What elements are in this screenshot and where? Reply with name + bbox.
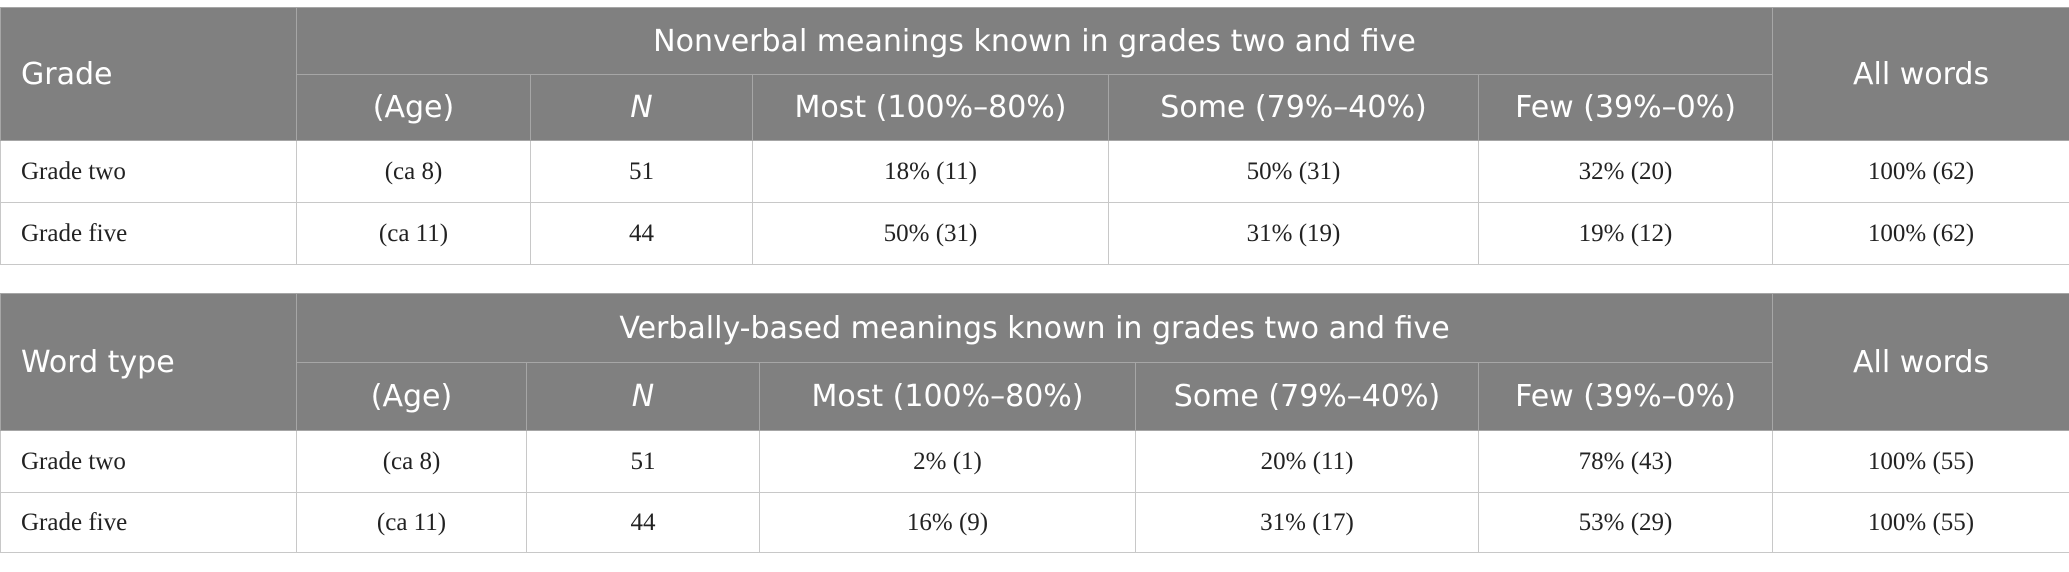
cell: 44 [526, 492, 760, 553]
row-label: Grade two [0, 140, 297, 203]
column-header: Few (39%–0%) [1477, 362, 1774, 431]
group-header: Verbally-based meanings known in grades … [295, 293, 1774, 363]
stub-header: Word type [0, 293, 297, 431]
header-row: Word type Verbally-based meanings known i… [0, 293, 2069, 431]
cell: 51 [530, 140, 753, 203]
cell: 100% (62) [1772, 202, 2069, 265]
header-row: Grade Nonverbal meanings known in grades … [0, 7, 2069, 141]
cell: 44 [530, 202, 753, 265]
total-header: All words [1772, 293, 2069, 431]
column-header: N [530, 74, 753, 141]
column-header: Some (79%–40%) [1108, 74, 1479, 141]
data-row: Grade five (ca 11) 44 16% (9) 31% (17) 53% (2… [0, 492, 2069, 553]
cell: 53% (29) [1477, 492, 1774, 553]
cell: 100% (62) [1772, 140, 2069, 203]
cell: 18% (11) [752, 140, 1109, 203]
column-header: Most (100%–80%) [759, 362, 1136, 431]
column-header: Few (39%–0%) [1477, 74, 1774, 141]
cell: 16% (9) [759, 492, 1136, 553]
cell: 50% (31) [1108, 140, 1479, 203]
data-table: Grade Nonverbal meanings known in grades … [0, 7, 2069, 265]
data-row: Grade two (ca 8) 51 2% (1) 20% (11) 78% (43) 1… [0, 430, 2069, 493]
row-label: Grade two [0, 430, 297, 493]
cell: 32% (20) [1477, 140, 1774, 203]
cell: 50% (31) [752, 202, 1109, 265]
cell: 78% (43) [1477, 430, 1774, 493]
data-row: Grade five (ca 11) 44 50% (31) 31% (19) 19% (… [0, 202, 2069, 265]
cell: (ca 8) [296, 140, 531, 203]
row-label: Grade five [0, 492, 297, 553]
group-header: Nonverbal meanings known in grades two a… [295, 7, 1774, 75]
cell: 51 [526, 430, 760, 493]
cell: 20% (11) [1135, 430, 1479, 493]
cell: 31% (19) [1108, 202, 1479, 265]
data-row: Grade two (ca 8) 51 18% (11) 50% (31) 32% (20… [0, 140, 2069, 203]
cell: 2% (1) [759, 430, 1136, 493]
cell: 100% (55) [1772, 492, 2069, 553]
header-row: (Age) N Most (100%–80%) Some (79%–40%) Few (… [1, 74, 2069, 141]
column-header: (Age) [296, 74, 531, 141]
column-header: N [526, 362, 760, 431]
cell: (ca 8) [296, 430, 527, 493]
data-table: Word type Verbally-based meanings known i… [0, 293, 2069, 553]
cell: 19% (12) [1477, 202, 1774, 265]
stub-header: Grade [0, 7, 297, 141]
column-header: Some (79%–40%) [1135, 362, 1479, 431]
column-header: Most (100%–80%) [752, 74, 1109, 141]
column-header: (Age) [296, 362, 527, 431]
header-row: (Age) N Most (100%–80%) Some (79%–40%) Few (… [1, 362, 2069, 431]
row-label: Grade five [0, 202, 297, 265]
total-header: All words [1772, 7, 2069, 141]
cell: 31% (17) [1135, 492, 1479, 553]
cell: (ca 11) [296, 492, 527, 553]
cell: (ca 11) [296, 202, 531, 265]
cell: 100% (55) [1772, 430, 2069, 493]
